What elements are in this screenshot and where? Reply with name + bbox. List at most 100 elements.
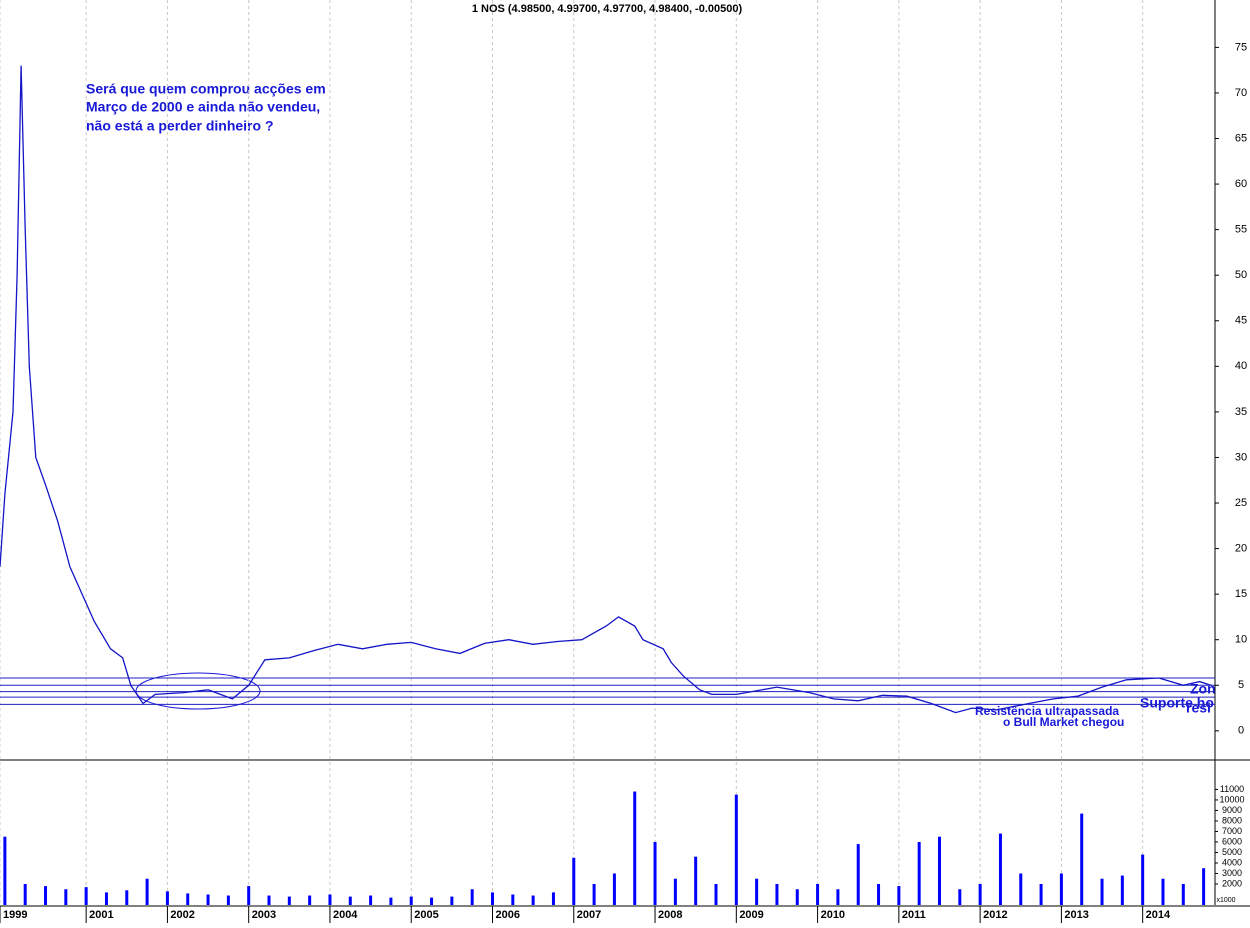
volume-bar	[64, 889, 68, 905]
y-tick-label: 5	[1238, 679, 1244, 691]
x-tick-label: 2009	[739, 909, 763, 921]
x-tick-label: 1999	[3, 909, 27, 921]
volume-bar	[1019, 873, 1023, 905]
annotation: Resistência ultrapassada	[975, 704, 1119, 718]
volume-bar	[917, 841, 921, 905]
y-tick-label: 40	[1235, 360, 1247, 372]
volume-bar	[531, 895, 535, 905]
volume-bar	[673, 878, 677, 905]
y-tick-label: 50	[1235, 269, 1247, 281]
x-tick-label: 2003	[252, 909, 276, 921]
volume-bar	[836, 889, 840, 905]
annotation: resi	[1186, 700, 1211, 716]
x-tick-label: 2004	[333, 909, 358, 921]
volume-bar	[694, 856, 698, 905]
volume-bar	[714, 883, 718, 905]
volume-bar	[104, 892, 108, 905]
y-tick-label: 55	[1235, 224, 1247, 236]
y-tick-label: 9000	[1222, 805, 1242, 815]
volume-bar	[145, 878, 149, 905]
volume-bar	[186, 893, 190, 905]
y-tick-label: 20	[1235, 542, 1247, 554]
volume-bar	[369, 895, 373, 905]
chart-title: 1 NOS (4.98500, 4.99700, 4.97700, 4.9840…	[472, 3, 743, 15]
volume-bar	[734, 794, 738, 905]
volume-bar	[795, 889, 799, 905]
volume-bar	[877, 883, 881, 905]
y-tick-label: 11000	[1220, 784, 1244, 794]
y-tick-label: 3000	[1222, 868, 1242, 878]
volume-bar	[1039, 883, 1043, 905]
volume-bar	[165, 891, 169, 905]
y-tick-label: 15	[1235, 588, 1247, 600]
volume-bar	[430, 897, 434, 905]
y-tick-label: 70	[1235, 87, 1247, 99]
volume-bar	[755, 878, 759, 905]
volume-bar	[1181, 883, 1185, 905]
y-tick-label: 6000	[1222, 836, 1242, 846]
y-tick-label: 35	[1235, 406, 1247, 418]
volume-bar	[328, 894, 332, 905]
volume-bar	[572, 857, 576, 905]
annotation: não está a perder dinheiro ?	[86, 118, 274, 134]
y-tick-label: 2000	[1222, 878, 1242, 888]
volume-bar	[206, 894, 210, 905]
volume-bar	[287, 896, 291, 905]
y-tick-label: 25	[1235, 497, 1247, 509]
volume-bar	[23, 883, 27, 905]
volume-bar	[491, 892, 495, 905]
volume-bar	[612, 873, 616, 905]
volume-bar	[84, 887, 88, 905]
volume-bar	[470, 889, 474, 905]
volume-bar	[125, 890, 129, 905]
volume-bar	[897, 886, 901, 905]
x-tick-label: 2011	[902, 909, 926, 921]
volume-bar	[511, 894, 515, 905]
y-tick-label: 7000	[1222, 826, 1242, 836]
volume-bar	[592, 883, 596, 905]
x-tick-label: 2010	[821, 909, 845, 921]
volume-bar	[3, 836, 7, 905]
x-tick-label: 2002	[170, 909, 194, 921]
volume-bar	[409, 896, 413, 905]
highlight-ellipse	[135, 672, 261, 710]
x-tick-label: 2005	[414, 909, 438, 921]
unit-label: x1000	[1216, 897, 1235, 904]
y-tick-label: 10	[1235, 634, 1247, 646]
price-line	[0, 65, 1212, 714]
x-tick-label: 2007	[577, 909, 601, 921]
annotation: Março de 2000 e ainda não vendeu,	[86, 99, 320, 115]
volume-bar	[856, 844, 860, 905]
volume-bar	[1100, 878, 1104, 905]
volume-bar	[247, 886, 251, 905]
volume-bar	[44, 886, 48, 905]
x-tick-label: 2013	[1064, 909, 1088, 921]
volume-bar	[633, 791, 637, 905]
volume-bar	[226, 895, 230, 905]
volume-bar	[551, 892, 555, 905]
volume-bar	[308, 895, 312, 905]
y-tick-label: 30	[1235, 451, 1247, 463]
volume-bar	[450, 896, 454, 905]
y-tick-label: 8000	[1222, 815, 1242, 825]
volume-bar	[1080, 813, 1084, 905]
volume-bar	[1120, 875, 1124, 905]
volume-bar	[775, 883, 779, 905]
x-tick-label: 2014	[1146, 909, 1171, 921]
volume-bar	[978, 883, 982, 905]
volume-bar	[1202, 868, 1206, 905]
annotation: Será que quem comprou acções em	[86, 81, 326, 97]
y-tick-label: 45	[1235, 315, 1247, 327]
x-tick-label: 2012	[983, 909, 1007, 921]
y-tick-label: 60	[1235, 178, 1247, 190]
volume-bar	[1059, 873, 1063, 905]
annotation: Suporte ho	[1140, 695, 1214, 711]
volume-bar	[348, 896, 352, 905]
volume-bar	[958, 889, 962, 905]
y-tick-label: 75	[1235, 41, 1247, 53]
volume-bar	[1141, 854, 1145, 905]
y-tick-label: 65	[1235, 132, 1247, 144]
y-tick-label: 4000	[1222, 857, 1242, 867]
x-tick-label: 2001	[89, 909, 113, 921]
